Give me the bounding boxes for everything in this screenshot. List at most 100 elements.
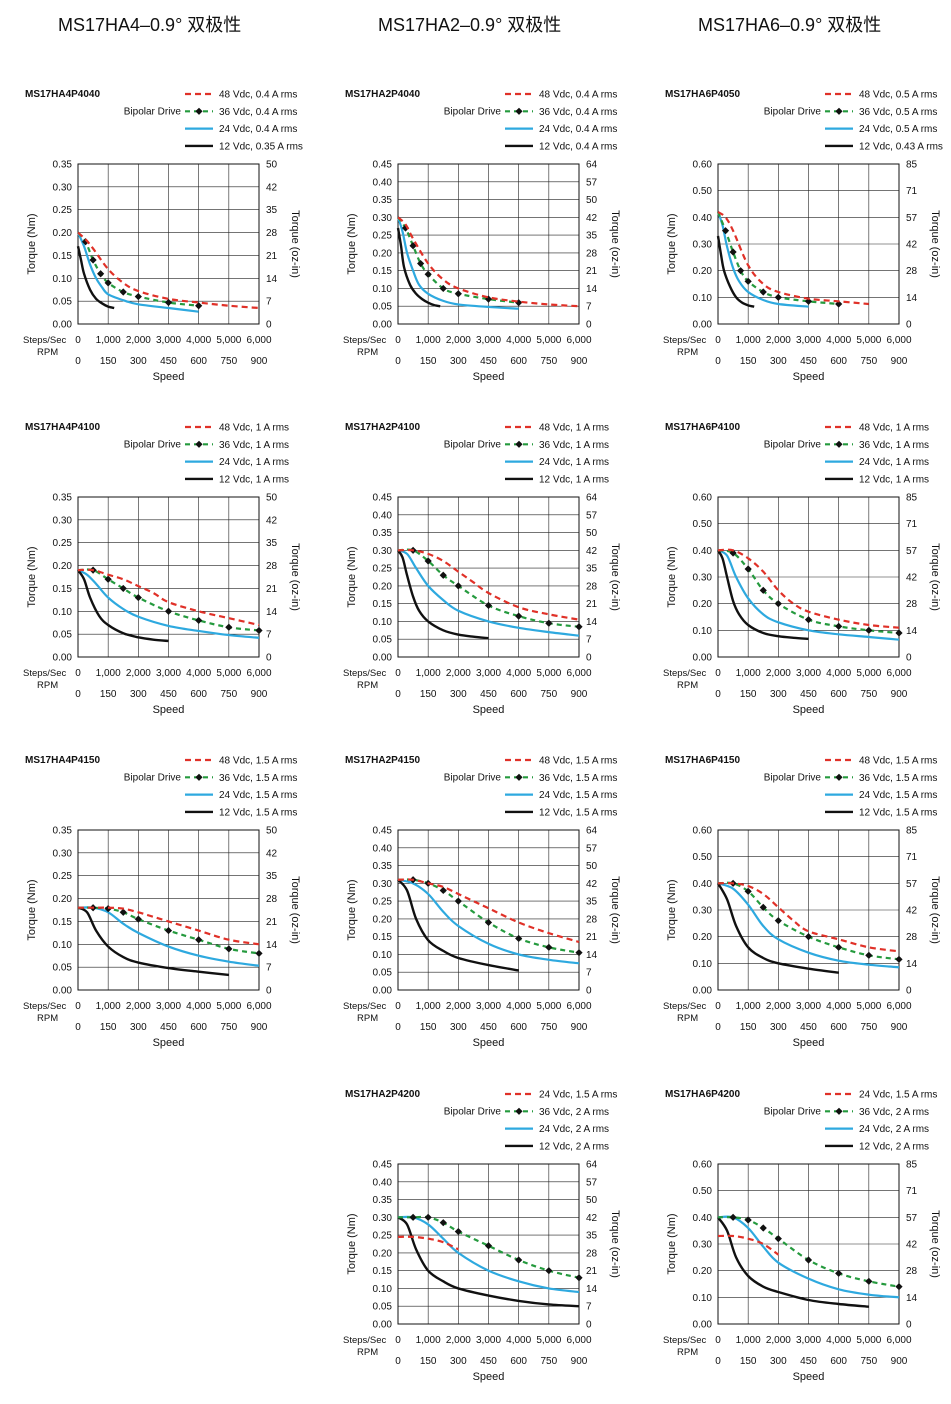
y2-axis-label: Torque (oz-in) [609,543,621,611]
y-tick-label: 0.00 [373,320,393,331]
y-tick-label: 0.25 [373,1231,393,1242]
y2-tick-label: 21 [586,1266,598,1277]
y-tick-label: 0.35 [373,861,393,872]
legend-entry: 48 Vdc, 1.5 A rms [219,756,297,767]
series-marker [454,897,462,905]
x-tick-label: 4,000 [826,1335,851,1346]
chart-ms17ha2p4150: MS17HA2P4150 Bipolar Drive 48 Vdc, 1.5 A r… [343,755,621,1049]
y-tick-label: 0.15 [373,266,393,277]
y2-tick-label: 50 [586,195,598,206]
rpm-tick-label: 150 [100,1022,117,1033]
series-line [717,211,869,306]
x-axis-label: Speed [473,704,505,716]
y2-tick-label: 85 [906,826,918,837]
series-marker [835,300,843,308]
y2-tick-label: 42 [906,906,918,917]
x-tick-label: 5,000 [856,335,881,346]
y2-tick-label: 21 [266,251,278,262]
legend-entry: 12 Vdc, 0.4 A rms [539,141,617,152]
series-marker [484,601,493,610]
legend-marker [195,440,203,448]
legend-entry: 24 Vdc, 1.5 A rms [539,1090,617,1101]
x-tick-label: 3,000 [156,1001,181,1012]
series-marker [164,926,173,935]
y2-tick-label: 14 [906,959,918,970]
steps-axis-label: Steps/Sec [23,668,67,679]
series-marker [409,1213,417,1221]
y2-tick-label: 35 [586,897,598,908]
series-marker [759,903,767,911]
y2-tick-label: 42 [906,573,918,584]
y2-tick-label: 57 [586,843,598,854]
rpm-tick-label: 0 [715,1356,721,1367]
legend-marker [835,773,843,781]
y-tick-label: 0.60 [693,826,713,837]
y2-tick-label: 14 [586,950,598,961]
drive-label: Bipolar Drive [124,440,182,451]
x-tick-label: 6,000 [886,1335,911,1346]
series-line [77,568,260,627]
y2-tick-label: 14 [586,617,598,628]
y-tick-label: 0.15 [373,1266,393,1277]
legend-entry: 12 Vdc, 1 A rms [539,474,609,485]
column-title-ms17ha4: MS17HA4–0.9° 双极性 [58,15,242,35]
drive-label: Bipolar Drive [764,773,822,784]
rpm-tick-label: 150 [420,1356,437,1367]
y-tick-label: 0.20 [373,581,393,592]
y-axis-label: Torque (Nm) [666,546,678,607]
y2-tick-label: 14 [586,1284,598,1295]
x-tick-label: 5,000 [536,1001,561,1012]
y-tick-label: 0.00 [373,653,393,664]
rpm-axis-label: RPM [677,1347,698,1358]
y-tick-label: 0.25 [373,897,393,908]
series-marker [737,267,745,275]
series-line [397,548,580,621]
steps-axis-label: Steps/Sec [343,668,387,679]
x-tick-label: 2,000 [766,668,791,679]
y-tick-label: 0.40 [373,1177,393,1188]
rpm-tick-label: 0 [395,689,401,700]
x-tick-label: 2,000 [446,1001,471,1012]
x-tick-label: 1,000 [96,335,121,346]
x-tick-label: 4,000 [186,335,211,346]
y-tick-label: 0.00 [53,986,73,997]
rpm-axis-label: RPM [357,680,378,691]
rpm-tick-label: 750 [860,689,877,700]
y-axis-label: Torque (Nm) [346,213,358,274]
series-marker [484,1242,493,1250]
y2-tick-label: 7 [266,630,272,641]
legend-entry: 24 Vdc, 1.5 A rms [219,790,297,801]
rpm-axis-label: RPM [677,347,698,358]
x-tick-label: 1,000 [736,1001,761,1012]
x-tick-label: 3,000 [476,1335,501,1346]
series-line [77,231,260,310]
plot-frame [397,1163,580,1325]
y2-tick-label: 28 [906,266,918,277]
rpm-tick-label: 750 [540,1022,557,1033]
rpm-tick-label: 450 [800,689,817,700]
drive-label: Bipolar Drive [444,1107,502,1118]
steps-axis-label: Steps/Sec [663,335,707,346]
y-tick-label: 0.40 [693,879,713,890]
rpm-tick-label: 450 [160,356,177,367]
y2-tick-label: 21 [586,266,598,277]
chart-ms17ha2p4040: MS17HA2P4040 Bipolar Drive 48 Vdc, 0.4 A r… [343,89,621,383]
series-line [397,1235,459,1251]
x-tick-label: 5,000 [536,1335,561,1346]
rpm-axis-label: RPM [357,1347,378,1358]
y2-tick-label: 28 [266,894,278,905]
series-line [717,549,900,641]
y-axis-label: Torque (Nm) [666,213,678,274]
x-axis-label: Speed [793,1371,825,1383]
series-line [716,882,839,974]
plot-frame [397,496,580,658]
legend-entry: 24 Vdc, 1.5 A rms [859,790,937,801]
drive-label: Bipolar Drive [124,107,182,118]
y2-tick-label: 35 [586,1231,598,1242]
series-marker [759,586,767,594]
x-tick-label: 2,000 [766,1001,791,1012]
legend-entry: 36 Vdc, 1.5 A rms [219,773,297,784]
y-tick-label: 0.35 [373,1195,393,1206]
series-marker [575,1274,583,1282]
rpm-tick-label: 450 [160,689,177,700]
